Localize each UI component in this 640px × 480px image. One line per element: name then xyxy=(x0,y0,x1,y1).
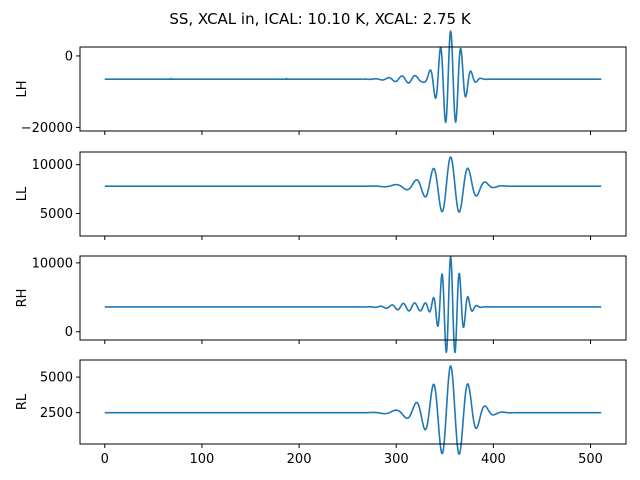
y-axis-label: LH xyxy=(15,80,30,97)
axes-frame xyxy=(79,255,627,341)
axes-frame xyxy=(79,46,627,132)
y-axis-label: RL xyxy=(15,393,30,410)
subplot-ll: 10000 5000 LL xyxy=(15,151,627,240)
subplot-rh: 10000 0 RH xyxy=(15,255,627,354)
x-tick-label: 400 xyxy=(481,452,506,467)
chart-title: SS, XCAL in, ICAL: 10.10 K, XCAL: 2.75 K xyxy=(169,10,472,28)
series-line-rl xyxy=(104,365,602,455)
series-line-ll xyxy=(104,156,602,213)
x-tick-label: 500 xyxy=(578,452,603,467)
y-axis-label: LL xyxy=(15,186,30,201)
y-tick-label: 0 xyxy=(65,325,73,340)
x-tick-label: 300 xyxy=(384,452,409,467)
y-tick-label: 10000 xyxy=(32,158,73,173)
y-tick-label: −20000 xyxy=(21,121,73,136)
x-tick-label: 200 xyxy=(287,452,312,467)
x-tick-label: 0 xyxy=(101,452,109,467)
y-tick-label: 5000 xyxy=(40,207,73,222)
y-tick-label: 2500 xyxy=(40,406,73,421)
subplot-lh: 0 −20000 LH xyxy=(15,30,627,136)
x-tick-label: 100 xyxy=(190,452,215,467)
y-tick-label: 10000 xyxy=(32,256,73,271)
axes-frame xyxy=(79,359,627,445)
y-axis-label: RH xyxy=(15,289,30,308)
y-tick-label: 0 xyxy=(65,49,73,64)
series-line-rh xyxy=(104,255,602,354)
y-tick-label: 5000 xyxy=(40,371,73,386)
axes-frame xyxy=(79,151,627,237)
series-line-lh xyxy=(104,30,602,124)
subplot-rl: 5000 2500 RL 0 100 200 300 400 500 xyxy=(15,359,627,467)
